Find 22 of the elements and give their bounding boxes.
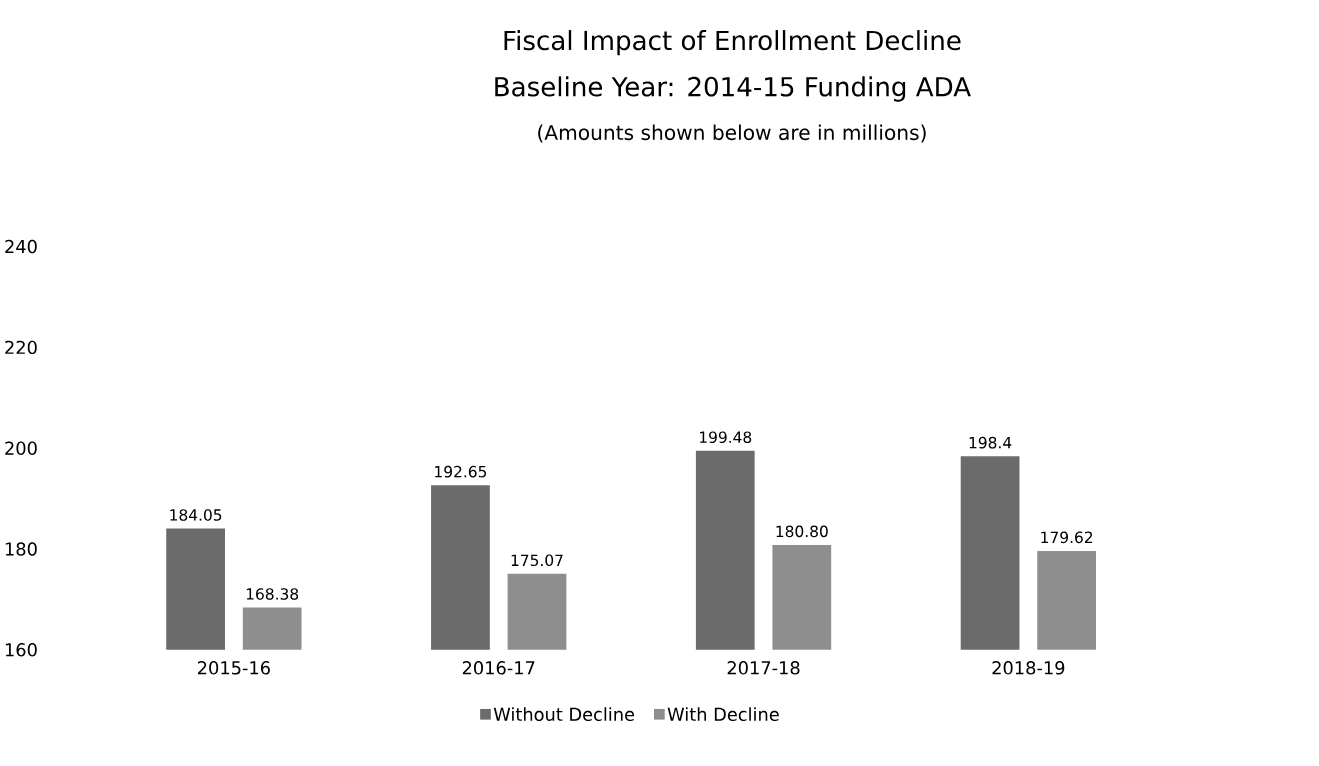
chart-subtitle: Baseline Year: 2014-15 Funding ADA: [495, 76, 971, 102]
x-tick-label: 2015-16: [198, 661, 270, 675]
y-tick-label: 180: [5, 542, 37, 556]
legend-label: With Decline: [667, 707, 779, 722]
data-label: 180.80: [776, 525, 828, 538]
data-label: 168.38: [246, 588, 299, 601]
y-tick-label: 160: [5, 643, 37, 657]
data-label: 179.62: [1041, 531, 1093, 544]
data-label: 199.48: [699, 431, 752, 444]
x-tick-label: 2018-19: [992, 661, 1065, 675]
chart-title: Fiscal Impact of Enrollment Decline: [504, 30, 961, 56]
data-label: 192.65: [435, 466, 487, 478]
y-tick-label: 220: [5, 340, 37, 355]
text: (Amounts shown below are in millions): [538, 124, 926, 143]
data-label: 198.4: [969, 437, 1012, 449]
x-tick-label: 2016-17: [462, 661, 535, 675]
data-label: 175.07: [511, 554, 563, 567]
data-label: 184.05: [170, 509, 222, 522]
x-tick-label: 2017-18: [727, 661, 800, 675]
y-tick-label: 200: [5, 441, 37, 456]
legend-label: Without Decline: [493, 707, 635, 722]
y-tick-label: 240: [5, 240, 37, 254]
